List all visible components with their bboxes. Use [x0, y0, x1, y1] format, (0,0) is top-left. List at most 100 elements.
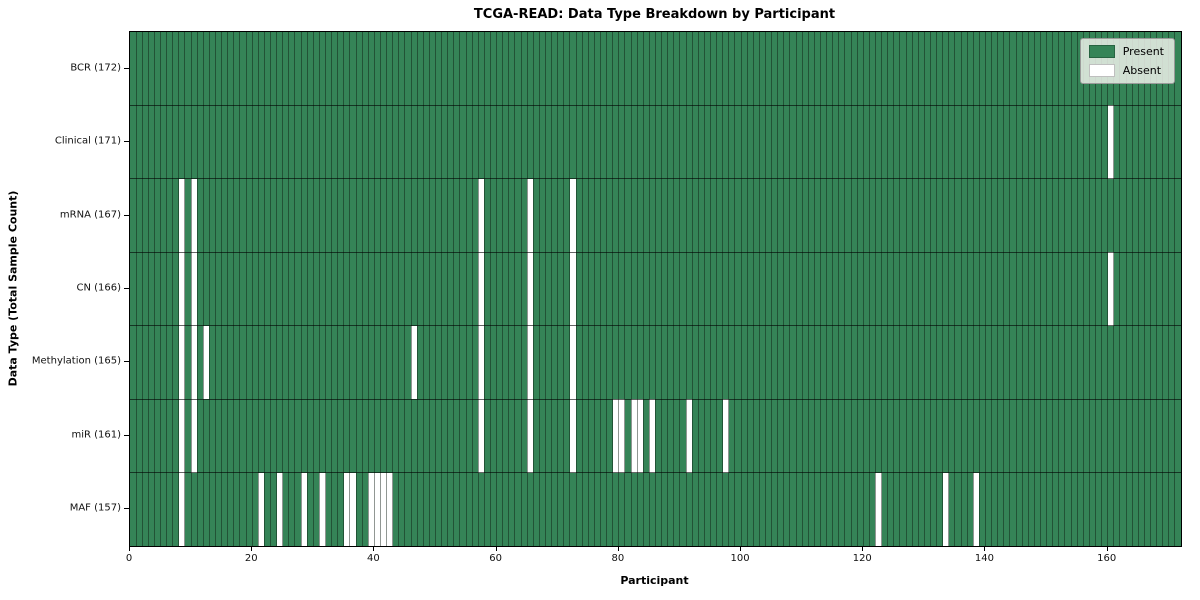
- legend: Present Absent: [1079, 38, 1175, 84]
- cell-edge-line: [630, 32, 632, 546]
- cell-edge-line: [325, 32, 327, 546]
- y-tick-label: BCR (172): [70, 62, 121, 74]
- absent-cell: [374, 472, 381, 546]
- cell-edge-line: [789, 32, 791, 546]
- cell-edge-line: [331, 32, 333, 546]
- absent-cell: [527, 178, 534, 253]
- absent-cell: [612, 399, 619, 473]
- cell-edge-line: [881, 32, 883, 546]
- absent-cell: [973, 472, 980, 546]
- cell-edge-line: [606, 32, 608, 546]
- y-tick-label: CN (166): [76, 282, 121, 294]
- cell-edge-line: [367, 32, 369, 546]
- cell-edge-line: [1052, 32, 1054, 546]
- cell-edge-line: [221, 32, 223, 546]
- absent-cell: [343, 472, 350, 546]
- y-tick-mark: [124, 67, 129, 69]
- cell-edge-line: [471, 32, 473, 546]
- cell-edge-line: [734, 32, 736, 546]
- cell-edge-line: [1015, 32, 1017, 546]
- cell-edge-line: [190, 32, 192, 546]
- x-tick-label: 20: [244, 553, 258, 564]
- cell-edge-line: [917, 32, 919, 546]
- cell-edge-line: [239, 32, 241, 546]
- cell-edge-line: [593, 32, 595, 546]
- absent-cell: [478, 252, 485, 326]
- cell-edge-line: [1156, 32, 1158, 546]
- cell-edge-line: [801, 32, 803, 546]
- cell-edge-line: [1027, 32, 1029, 546]
- cell-edge-line: [740, 32, 742, 546]
- cell-edge-line: [545, 32, 546, 546]
- absent-cell: [637, 399, 644, 473]
- x-tick-mark: [984, 546, 986, 551]
- cell-edge-line: [764, 32, 766, 546]
- x-tick-label: 100: [730, 553, 750, 564]
- absent-cell: [319, 472, 326, 546]
- cell-edge-line: [673, 32, 675, 546]
- cell-edge-line: [153, 32, 155, 546]
- cell-edge-line: [1119, 32, 1121, 546]
- cell-edge-line: [263, 32, 265, 546]
- cell-edge-line: [942, 32, 944, 546]
- cell-edge-line: [557, 32, 559, 546]
- cell-edge-line: [832, 32, 834, 546]
- x-tick-mark: [617, 546, 619, 551]
- cell-edge-line: [343, 32, 345, 546]
- cell-edge-line: [312, 32, 314, 546]
- absent-cell: [178, 325, 185, 400]
- x-tick-label: 120: [852, 553, 872, 564]
- cell-edge-line: [202, 32, 204, 546]
- absent-cell: [178, 399, 185, 473]
- cell-edge-line: [905, 32, 907, 546]
- cell-edge-line: [306, 32, 308, 546]
- cell-edge-line: [807, 32, 809, 546]
- cell-edge-line: [386, 32, 388, 546]
- absent-cell: [569, 178, 577, 253]
- cell-edge-line: [600, 32, 601, 546]
- absent-cell: [527, 325, 534, 400]
- absent-cell: [527, 399, 534, 473]
- absent-cell: [411, 325, 418, 400]
- cell-edge-line: [648, 32, 650, 546]
- x-tick-mark: [1106, 546, 1108, 551]
- cell-edge-line: [215, 32, 217, 546]
- cell-edge-line: [135, 32, 137, 546]
- absent-cell: [631, 399, 638, 473]
- cell-edge-line: [948, 32, 950, 546]
- cell-edge-line: [661, 32, 663, 546]
- row-separator-line: [130, 398, 1181, 400]
- y-tick-label: miR (161): [71, 429, 121, 441]
- absent-cell: [380, 472, 387, 546]
- cell-edge-line: [1137, 32, 1139, 546]
- cell-edge-line: [233, 32, 235, 546]
- cell-edge-line: [453, 32, 455, 546]
- cell-edge-line: [1149, 32, 1151, 546]
- cell-edge-line: [911, 32, 913, 546]
- x-tick-label: 80: [611, 553, 625, 564]
- cell-edge-line: [936, 32, 938, 546]
- cell-edge-line: [538, 32, 540, 546]
- cell-edge-line: [1162, 32, 1164, 546]
- cell-edge-line: [483, 32, 485, 546]
- cell-edge-line: [410, 32, 412, 546]
- cell-edge-line: [459, 32, 461, 546]
- cell-edge-line: [465, 32, 467, 546]
- cell-edge-line: [404, 32, 406, 546]
- cell-edge-line: [380, 32, 382, 546]
- cell-edge-line: [691, 32, 693, 546]
- absent-cell: [178, 472, 185, 546]
- heatmap-plot-area: [129, 31, 1182, 547]
- cell-edge-line: [178, 32, 180, 546]
- x-tick-label: 140: [974, 553, 994, 564]
- cell-edge-line: [826, 32, 828, 546]
- row-separator-line: [130, 472, 1181, 474]
- cell-edge-line: [954, 32, 956, 546]
- y-tick-mark: [124, 361, 129, 363]
- y-tick-label: Clinical (171): [54, 135, 121, 147]
- cell-edge-line: [758, 32, 760, 546]
- cell-edge-line: [862, 32, 864, 546]
- cell-edge-line: [502, 32, 504, 546]
- y-tick-mark: [124, 434, 129, 436]
- cell-edge-line: [435, 32, 437, 546]
